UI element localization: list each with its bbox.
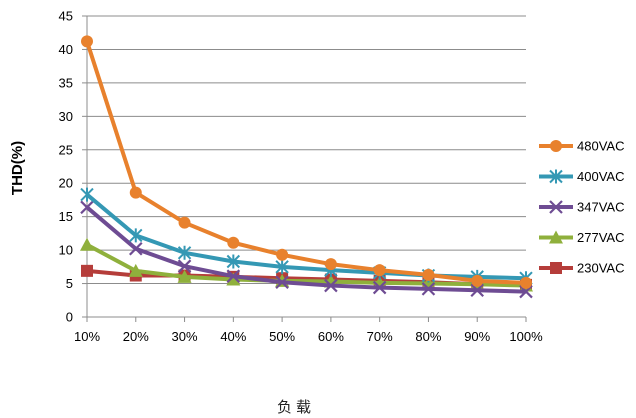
data-point-347vac — [324, 278, 338, 293]
data-point-277vac — [226, 272, 241, 286]
legend: 480VAC 400VAC 347VAC 277VAC 230VAC — [539, 139, 624, 276]
legend-item-230vac: 230VAC — [539, 261, 624, 276]
series-line-277vac — [86, 242, 527, 288]
legend-item-400vac: 400VAC — [539, 169, 624, 184]
x-tick-label: 90% — [464, 329, 490, 344]
x-tick-label: 100% — [509, 329, 543, 344]
data-point-480vac — [373, 264, 386, 277]
data-point-480vac — [422, 268, 435, 281]
legend-marker — [549, 169, 563, 184]
gridlines — [87, 15, 526, 285]
x-tick-label: 20% — [123, 329, 149, 344]
x-tick-label: 60% — [318, 329, 344, 344]
series-line-400vac — [85, 193, 527, 281]
x-tick-label: 70% — [367, 329, 393, 344]
x-tick-labels: 10% 20% 30% 40% 50% 60% 70% 80% 90% 100% — [74, 329, 543, 344]
y-tick-label: 5 — [66, 276, 73, 291]
x-tick-label: 10% — [74, 329, 100, 344]
legend-label: 347VAC — [577, 200, 624, 215]
y-tick-label: 20 — [59, 176, 73, 191]
y-tick-label: 0 — [66, 310, 73, 325]
series-480vac — [81, 35, 532, 289]
y-tick-label: 15 — [59, 209, 73, 224]
data-point-480vac — [276, 248, 289, 261]
series-line-480vac — [85, 40, 527, 285]
legend-label: 400VAC — [577, 169, 624, 184]
data-point-277vac — [177, 269, 192, 283]
series-347vac — [80, 200, 533, 299]
y-tick-labels: 0 5 10 15 20 25 30 35 40 45 — [59, 9, 73, 325]
data-point-480vac — [520, 276, 532, 289]
data-point-400vac — [226, 254, 241, 269]
x-tick-label: 50% — [269, 329, 295, 344]
data-point-480vac — [471, 274, 484, 287]
data-point-480vac — [178, 216, 191, 229]
data-point-347vac — [226, 269, 241, 283]
data-point-347vac — [372, 280, 387, 295]
y-axis-label: THD(%) — [9, 141, 26, 195]
x-tick-label: 40% — [220, 329, 246, 344]
data-point-400vac — [129, 228, 143, 243]
legend-item-480vac: 480VAC — [539, 139, 624, 154]
data-point-230vac — [81, 264, 93, 277]
data-point-400vac — [80, 187, 94, 202]
legend-marker — [550, 140, 562, 152]
data-point-347vac — [177, 259, 192, 273]
data-point-277vac — [128, 263, 143, 277]
data-point-277vac — [80, 237, 94, 251]
legend-item-347vac: 347VAC — [539, 200, 624, 215]
data-point-347vac — [80, 200, 94, 215]
legend-item-277vac: 277VAC — [539, 230, 624, 245]
x-tick-label: 80% — [415, 329, 441, 344]
y-tick-label: 35 — [59, 75, 73, 90]
legend-label: 230VAC — [577, 261, 624, 276]
data-point-347vac — [421, 282, 436, 296]
data-point-480vac — [129, 186, 142, 199]
series-line-347vac — [85, 205, 527, 294]
legend-marker — [549, 200, 563, 214]
data-point-347vac — [129, 241, 143, 256]
y-tick-label: 25 — [59, 142, 73, 157]
data-point-347vac — [470, 283, 484, 298]
data-point-347vac — [275, 275, 289, 289]
data-point-480vac — [227, 236, 240, 249]
data-point-480vac — [324, 258, 337, 271]
data-point-347vac — [519, 284, 533, 299]
data-point-400vac — [177, 245, 192, 260]
series-group — [80, 35, 533, 299]
legend-label: 277VAC — [577, 230, 624, 245]
data-point-400vac — [275, 259, 289, 274]
y-tick-label: 40 — [59, 42, 73, 57]
y-tick-label: 10 — [59, 243, 73, 258]
x-axis-label: 负载 — [277, 398, 315, 416]
legend-marker — [549, 230, 563, 244]
data-point-480vac — [81, 35, 93, 48]
y-tick-label: 45 — [59, 9, 73, 24]
x-tick-label: 30% — [172, 329, 198, 344]
legend-marker — [550, 262, 562, 274]
legend-label: 480VAC — [577, 139, 624, 154]
y-tick-label: 30 — [59, 109, 73, 124]
